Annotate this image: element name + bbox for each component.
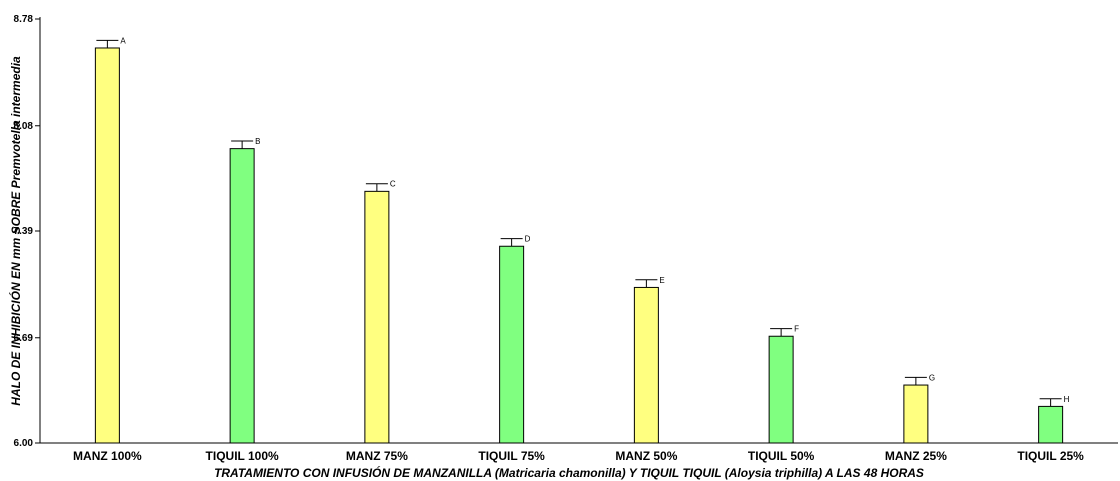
significance-letter: A — [120, 36, 126, 45]
bar — [768, 335, 794, 444]
x-tick-label: MANZ 50% — [615, 449, 677, 463]
y-tick-label: 8.08 — [14, 121, 34, 132]
x-tick-labels: MANZ 100% TIQUIL 100% MANZ 75% TIQUIL 75% MA… — [73, 449, 1084, 463]
y-tick-label: 8.78 — [14, 14, 34, 25]
significance-letter: D — [525, 235, 531, 244]
significance-letter: B — [255, 137, 260, 146]
bar — [633, 286, 659, 444]
y-axis-title: HALO DE INHIBICIÓN EN mm SOBRE Premvotel… — [8, 56, 23, 406]
y-tick-label: 7.39 — [14, 226, 34, 237]
y-tick-label: 6.00 — [14, 438, 34, 449]
x-tick-label: TIQUIL 25% — [1017, 449, 1084, 463]
significance-letter: F — [794, 325, 799, 334]
bar — [229, 148, 255, 444]
x-tick-label: TIQUIL 75% — [478, 449, 545, 463]
bar — [499, 245, 525, 444]
bar — [903, 384, 929, 444]
bar — [364, 190, 390, 444]
x-axis-title: TRATAMIENTO CON INFUSIÓN DE MANZANILLA (… — [214, 465, 924, 480]
x-tick-label: TIQUIL 50% — [748, 449, 815, 463]
significance-letter: E — [659, 276, 664, 285]
bar — [94, 47, 120, 444]
y-tick-label: 6.69 — [14, 333, 34, 344]
x-tick-label: TIQUIL 100% — [206, 449, 279, 463]
y-ticks: 6.00 6.69 7.39 8.08 8.78 — [14, 14, 40, 449]
significance-letter: H — [1064, 395, 1070, 404]
bars: A B C D E F G H — [94, 36, 1070, 444]
x-tick-label: MANZ 25% — [885, 449, 947, 463]
bar — [1038, 405, 1064, 444]
x-tick-label: MANZ 75% — [346, 449, 408, 463]
significance-letter: C — [390, 180, 396, 189]
axes — [39, 17, 1118, 444]
significance-letter: G — [929, 373, 935, 382]
x-tick-label: MANZ 100% — [73, 449, 142, 463]
